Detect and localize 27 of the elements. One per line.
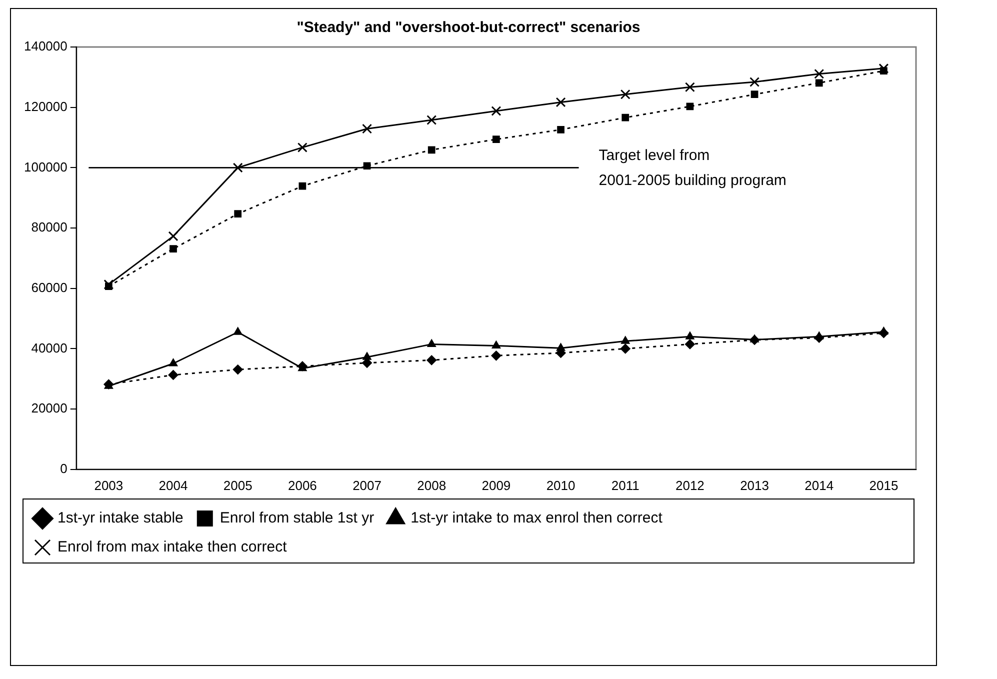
y-tick-label: 40000 — [31, 340, 68, 356]
legend-label: Enrol from stable 1st yr — [220, 510, 374, 527]
legend-label: Enrol from max intake then correct — [58, 538, 288, 556]
y-tick-label: 0 — [60, 460, 68, 476]
y-tick-label: 60000 — [31, 280, 68, 295]
legend-label: 1st-yr intake to max enrol then correct — [410, 510, 664, 527]
x-tick-label: 2008 — [417, 478, 446, 493]
x-tick-label: 2014 — [804, 478, 834, 493]
legend-label: 1st-yr intake stable — [58, 510, 184, 527]
y-tick-label: 140000 — [24, 38, 68, 54]
x-tick-label: 2012 — [675, 478, 704, 493]
x-tick-label: 2007 — [352, 478, 382, 493]
x-tick-label: 2004 — [158, 478, 188, 493]
y-tick-label: 80000 — [31, 220, 68, 235]
x-tick-label: 2013 — [740, 478, 769, 493]
x-tick-label: 2006 — [288, 478, 317, 493]
x-tick-label: 2015 — [869, 478, 898, 493]
ref-line-label: Target level from 2001-2005 building program — [598, 146, 786, 189]
chart-title: "Steady" and "overshoot-but-correct" scenarios — [296, 19, 640, 36]
x-tick-label: 2009 — [482, 478, 511, 493]
x-tick-label: 2011 — [611, 478, 640, 493]
x-tick-label: 2003 — [94, 478, 124, 493]
x-tick-label: 2005 — [223, 478, 252, 493]
y-tick-label: 20000 — [31, 400, 68, 416]
y-tick-label: 100000 — [24, 159, 68, 174]
y-tick-label: 120000 — [24, 98, 68, 114]
x-tick-label: 2010 — [546, 478, 576, 493]
